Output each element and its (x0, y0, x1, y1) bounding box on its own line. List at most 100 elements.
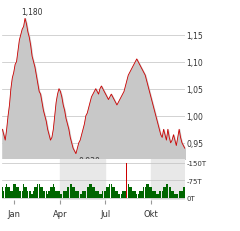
Bar (88, 188, 89, 198)
Bar (14, 184, 16, 198)
Bar (115, 191, 116, 198)
Bar (9, 188, 10, 198)
Bar (177, 195, 178, 198)
Bar (84, 191, 85, 198)
Bar (156, 195, 157, 198)
Bar (65, 191, 67, 198)
Bar (118, 195, 119, 198)
Bar (142, 191, 143, 198)
Bar (12, 191, 13, 198)
Bar (152, 191, 153, 198)
Text: 1,180: 1,180 (22, 8, 43, 17)
Bar (159, 191, 160, 198)
Bar (96, 191, 98, 198)
Bar (135, 191, 136, 198)
Bar (23, 184, 24, 198)
Bar (98, 191, 99, 198)
Bar (33, 191, 34, 198)
Bar (63, 191, 64, 198)
Bar (162, 191, 163, 198)
Bar (125, 191, 126, 198)
Bar (176, 195, 177, 198)
Bar (174, 195, 175, 198)
Bar (130, 188, 132, 198)
Bar (72, 188, 74, 198)
Bar (81, 195, 82, 198)
Bar (160, 191, 162, 198)
Bar (36, 188, 37, 198)
Bar (2, 188, 3, 198)
Bar (184, 188, 186, 198)
Bar (70, 184, 71, 198)
Bar (170, 188, 171, 198)
Bar (46, 191, 47, 198)
Bar (13, 184, 14, 198)
Bar (164, 188, 166, 198)
Bar (53, 184, 54, 198)
Bar (151, 159, 185, 200)
Bar (136, 195, 137, 198)
Bar (74, 188, 75, 198)
Bar (183, 188, 184, 198)
Bar (40, 188, 41, 198)
Bar (5, 188, 6, 198)
Bar (43, 191, 44, 198)
Bar (95, 191, 96, 198)
Bar (30, 191, 31, 198)
Bar (150, 188, 151, 198)
Bar (153, 191, 154, 198)
Bar (92, 188, 94, 198)
Bar (120, 195, 122, 198)
Bar (166, 184, 167, 198)
Bar (29, 191, 30, 198)
Bar (61, 195, 62, 198)
Bar (22, 191, 23, 198)
Bar (140, 191, 142, 198)
Bar (27, 191, 29, 198)
Bar (157, 195, 159, 198)
Bar (58, 191, 60, 198)
Bar (108, 188, 109, 198)
Bar (163, 188, 164, 198)
Bar (146, 184, 147, 198)
Bar (122, 191, 123, 198)
Bar (104, 191, 105, 198)
Bar (7, 188, 9, 198)
Bar (37, 184, 38, 198)
Bar (111, 184, 112, 198)
Bar (102, 191, 103, 198)
Bar (119, 195, 120, 198)
Bar (105, 191, 106, 198)
Bar (87, 188, 88, 198)
Bar (68, 188, 70, 198)
Bar (181, 191, 183, 198)
Bar (57, 191, 58, 198)
Bar (144, 188, 146, 198)
Bar (17, 188, 18, 198)
Bar (85, 191, 86, 198)
Bar (126, 163, 127, 198)
Bar (78, 191, 79, 198)
Bar (90, 184, 91, 198)
Bar (71, 184, 72, 198)
Bar (116, 191, 118, 198)
Bar (26, 188, 27, 198)
Bar (155, 191, 156, 198)
Bar (60, 159, 105, 200)
Bar (44, 191, 45, 198)
Bar (47, 195, 48, 198)
Bar (129, 188, 130, 198)
Bar (180, 191, 181, 198)
Bar (169, 188, 170, 198)
Bar (82, 191, 84, 198)
Bar (51, 188, 53, 198)
Bar (3, 191, 5, 198)
Bar (39, 184, 40, 198)
Bar (123, 191, 125, 198)
Bar (77, 191, 78, 198)
Bar (106, 188, 108, 198)
Bar (179, 191, 180, 198)
Bar (109, 184, 110, 198)
Bar (171, 191, 173, 198)
Bar (79, 195, 81, 198)
